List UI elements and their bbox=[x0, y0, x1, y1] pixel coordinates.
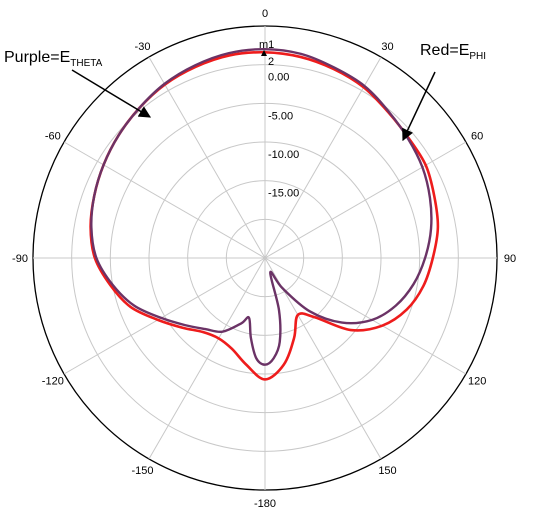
angle-tick-label: 120 bbox=[468, 376, 486, 388]
grid-spoke bbox=[264, 56, 382, 259]
annotation-red-label: Red=EPHI bbox=[420, 42, 486, 62]
grid-spoke bbox=[148, 56, 266, 259]
angle-tick-label: -60 bbox=[45, 131, 61, 143]
angle-tick-label: -30 bbox=[135, 41, 151, 53]
marker-m1-label: m1 bbox=[259, 39, 274, 51]
polar-grid bbox=[32, 25, 498, 491]
angle-tick-label: 90 bbox=[504, 253, 516, 265]
marker-m1: m1 bbox=[259, 39, 274, 56]
angle-tick-label: 60 bbox=[471, 131, 483, 143]
marker-m1-triangle bbox=[261, 50, 267, 56]
radial-tick-label: -10.00 bbox=[268, 149, 299, 161]
radial-tick-label: 0.00 bbox=[268, 72, 289, 84]
radial-tick-label: -5.00 bbox=[268, 110, 293, 122]
angle-tick-label: -180 bbox=[254, 498, 276, 510]
angle-tick-label: 30 bbox=[381, 41, 393, 53]
angle-tick-labels: 0 30 60 90 120 150 -180 -150 -120 -90 -60 -30 bbox=[12, 8, 516, 510]
annotation-red: Red=EPHI bbox=[402, 42, 486, 142]
grid-spoke bbox=[264, 257, 467, 375]
pattern-traces bbox=[89, 47, 440, 381]
radial-tick-label: 2 bbox=[268, 56, 274, 68]
series-ephi bbox=[89, 50, 440, 381]
angle-tick-label: 150 bbox=[378, 465, 396, 477]
series-etheta bbox=[90, 47, 433, 366]
angle-tick-label: -90 bbox=[12, 253, 28, 265]
grid-spoke bbox=[63, 257, 266, 375]
angle-tick-label: -150 bbox=[131, 465, 153, 477]
radial-tick-labels: 2 0.00 -5.00 -10.00 -15.00 bbox=[268, 56, 299, 199]
annotation-purple-arrow bbox=[71, 69, 152, 118]
annotation-purple: Purple=ETHETA bbox=[4, 49, 152, 118]
radial-tick-label: -15.00 bbox=[268, 188, 299, 200]
grid-spoke bbox=[63, 141, 266, 259]
annotation-purple-label: Purple=ETHETA bbox=[4, 49, 103, 69]
grid-spoke bbox=[264, 141, 467, 259]
grid-spoke bbox=[148, 257, 266, 460]
annotation-red-arrow bbox=[402, 71, 436, 142]
angle-tick-label: -120 bbox=[42, 376, 64, 388]
angle-tick-label: 0 bbox=[262, 8, 268, 20]
